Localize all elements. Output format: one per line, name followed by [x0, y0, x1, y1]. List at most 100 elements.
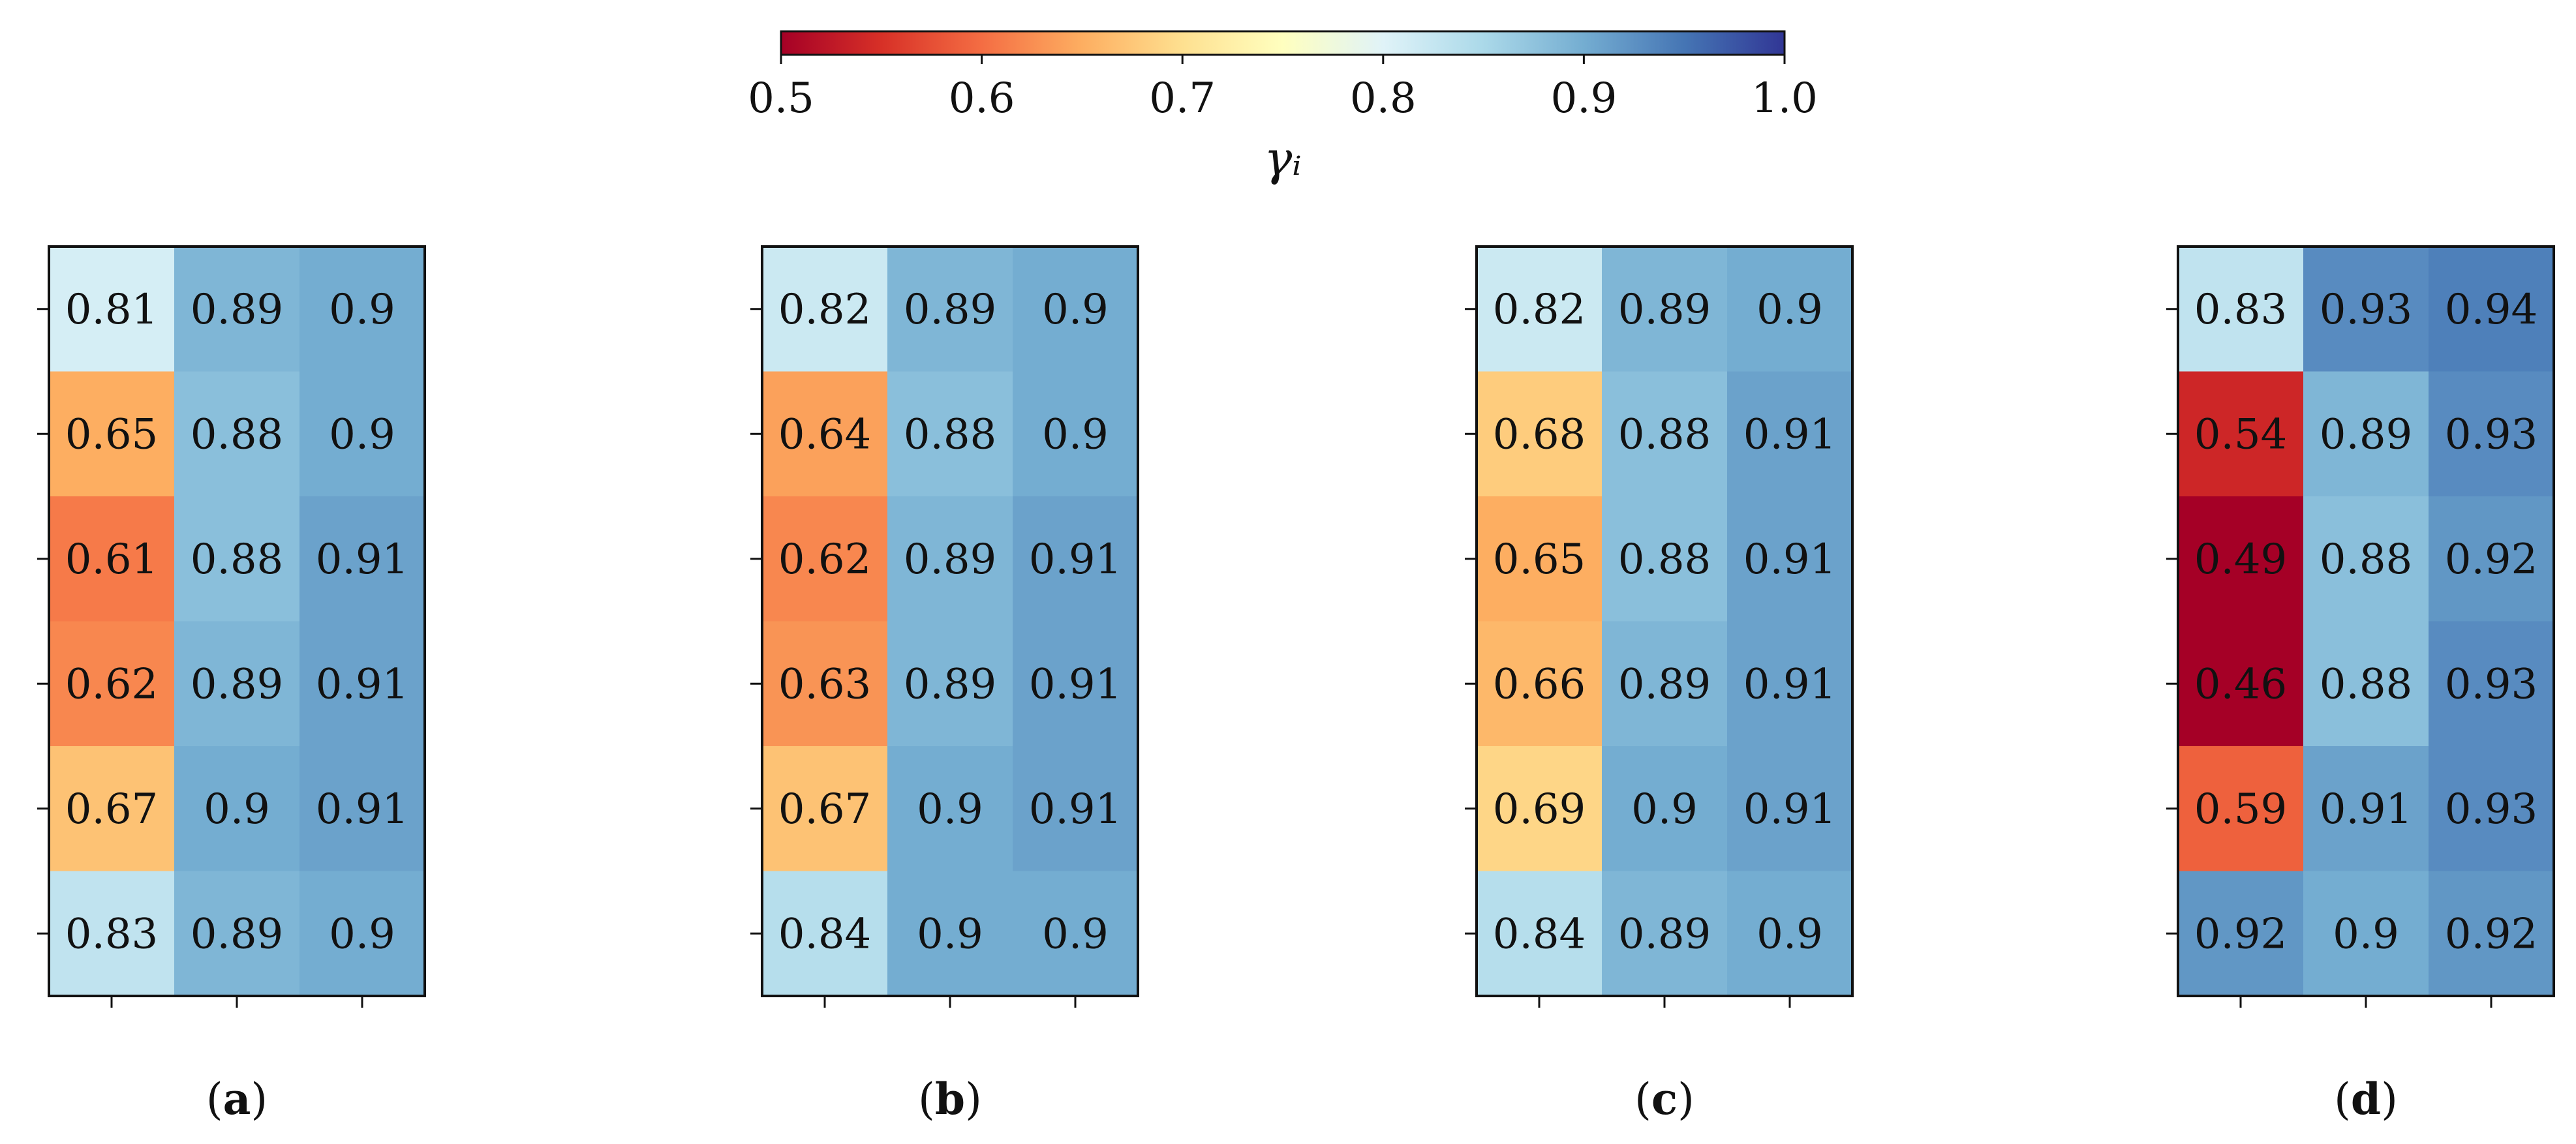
cell-value-label: 0.81 [65, 286, 159, 334]
cell-value-label: 0.9 [204, 785, 270, 834]
heatmap-cell [1602, 371, 1728, 497]
heatmap-panel-d: 0.83 0.93 0.94 0.54 0.89 0.93 0.49 0.88 0.92 0.46… [2166, 245, 2555, 1124]
cell-value-label: 0.93 [2445, 410, 2538, 459]
colorbar: 0.5 0.6 0.7 0.8 0.9 1.0 γᵢ [748, 30, 1818, 186]
cell-value-label: 0.89 [2320, 410, 2413, 459]
heatmap-cell [2178, 621, 2304, 747]
cell-value-label: 0.66 [1493, 660, 1586, 708]
heatmap-panel-c: 0.82 0.89 0.9 0.68 0.88 0.91 0.65 0.88 0.91 0.66 0… [1465, 245, 1854, 1124]
heatmap-cell [299, 746, 425, 872]
cell-value-label: 0.9 [2333, 910, 2399, 958]
heatmap-cell [887, 871, 1013, 997]
heatmap-cell [2429, 746, 2554, 872]
colorbar-tick-label: 0.8 [1350, 74, 1417, 123]
heatmap-cell [1602, 871, 1728, 997]
cell-value-label: 0.88 [191, 535, 284, 584]
heatmap-cell [1727, 247, 1853, 372]
heatmap-cell [1477, 371, 1602, 497]
heatmap-cell [49, 371, 175, 497]
heatmap-cell [887, 746, 1013, 872]
cell-value-label: 0.89 [904, 660, 997, 708]
heatmap-cell [1727, 371, 1853, 497]
heatmap-cell [299, 371, 425, 497]
cell-value-label: 0.91 [1743, 410, 1837, 459]
panel-label: (d) [2334, 1074, 2398, 1124]
heatmap-cell [887, 496, 1013, 622]
cell-value-label: 0.88 [1618, 535, 1711, 584]
panel-label: (a) [206, 1074, 268, 1124]
heatmap-cell [2303, 496, 2429, 622]
panel-label: (c) [1634, 1074, 1694, 1124]
cell-value-label: 0.9 [1756, 286, 1823, 334]
cell-value-label: 0.91 [316, 660, 409, 708]
cell-value-label: 0.9 [917, 910, 983, 958]
cell-value-label: 0.92 [2445, 910, 2538, 958]
heatmap-cell [762, 746, 888, 872]
cell-value-label: 0.89 [191, 286, 284, 334]
heatmap-cell [1602, 247, 1728, 372]
cell-value-label: 0.9 [329, 410, 395, 459]
colorbar-label: γᵢ [1264, 131, 1302, 186]
cell-value-label: 0.89 [1618, 910, 1711, 958]
cell-value-label: 0.64 [778, 410, 872, 459]
cell-value-label: 0.54 [2194, 410, 2288, 459]
cell-value-label: 0.91 [1029, 785, 1122, 834]
cell-value-label: 0.91 [1029, 535, 1122, 584]
heatmap-cell [2178, 371, 2304, 497]
cell-value-label: 0.82 [1493, 286, 1586, 334]
heatmap-cell [299, 496, 425, 622]
cell-value-label: 0.91 [2320, 785, 2413, 834]
cell-value-label: 0.91 [316, 785, 409, 834]
cell-value-label: 0.9 [1042, 410, 1109, 459]
heatmap-cell [174, 746, 300, 872]
heatmap-cell [49, 247, 175, 372]
heatmap-cell [49, 621, 175, 747]
cell-value-label: 0.92 [2194, 910, 2288, 958]
cell-value-label: 0.91 [1743, 660, 1837, 708]
cell-value-label: 0.9 [1631, 785, 1698, 834]
heatmap-cell [174, 247, 300, 372]
cell-value-label: 0.9 [1042, 286, 1109, 334]
heatmap-cell [2303, 247, 2429, 372]
colorbar-gradient [780, 30, 1786, 56]
cell-value-label: 0.88 [904, 410, 997, 459]
cell-value-label: 0.92 [2445, 535, 2538, 584]
heatmap-cell [1477, 496, 1602, 622]
cell-value-label: 0.94 [2445, 286, 2538, 334]
cell-value-label: 0.88 [191, 410, 284, 459]
cell-value-label: 0.67 [65, 785, 159, 834]
cell-value-label: 0.62 [778, 535, 872, 584]
heatmap-cell [174, 496, 300, 622]
heatmap-cell [887, 247, 1013, 372]
heatmap-cell [1477, 247, 1602, 372]
heatmap-cell [2429, 371, 2554, 497]
cell-value-label: 0.61 [65, 535, 159, 584]
cell-value-label: 0.84 [778, 910, 872, 958]
heatmap-cell [1727, 621, 1853, 747]
cell-value-label: 0.84 [1493, 910, 1586, 958]
heatmap-cell [2178, 871, 2304, 997]
heatmap-cell [2303, 621, 2429, 747]
heatmap-cell [49, 871, 175, 997]
heatmap-panel-b: 0.82 0.89 0.9 0.64 0.88 0.9 0.62 0.89 0.91 0.63 0.… [750, 245, 1139, 1124]
cell-value-label: 0.89 [904, 286, 997, 334]
heatmap-cell [1727, 746, 1853, 872]
cell-value-label: 0.62 [65, 660, 159, 708]
cell-value-label: 0.91 [316, 535, 409, 584]
heatmap-cell [762, 496, 888, 622]
heatmap-cell [1477, 871, 1602, 997]
heatmap-cell [299, 621, 425, 747]
cell-value-label: 0.59 [2194, 785, 2288, 834]
colorbar-tick-label: 0.6 [949, 74, 1015, 123]
heatmap-cell [2429, 621, 2554, 747]
cell-value-label: 0.65 [1493, 535, 1586, 584]
heatmap-cell [762, 247, 888, 372]
cell-value-label: 0.91 [1029, 660, 1122, 708]
heatmap-cell [2429, 871, 2554, 997]
heatmap-cell [1602, 496, 1728, 622]
heatmap-cell [762, 371, 888, 497]
heatmap-cell [1013, 247, 1139, 372]
heatmap-cell [2303, 871, 2429, 997]
cell-value-label: 0.46 [2194, 660, 2288, 708]
cell-value-label: 0.88 [2320, 535, 2413, 584]
